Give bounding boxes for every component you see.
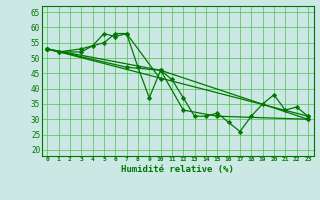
- X-axis label: Humidité relative (%): Humidité relative (%): [121, 165, 234, 174]
